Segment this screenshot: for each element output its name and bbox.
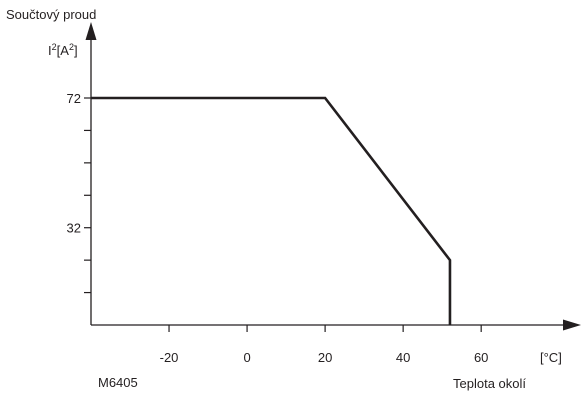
x-tick-label: -20	[160, 350, 179, 365]
series	[91, 96, 452, 325]
y-tick-label: 72	[67, 91, 81, 106]
chart-title: Součtový proud	[6, 7, 96, 22]
x-axis-label: Teplota okolí	[453, 376, 526, 391]
x-tick-label: 40	[396, 350, 410, 365]
y-axis-label: I2[A2]	[48, 42, 78, 58]
ticks: -20 0 20 40 60 72 32	[67, 91, 489, 365]
x-tick-label: 0	[243, 350, 250, 365]
x-tick-label: 20	[318, 350, 332, 365]
x-axis-arrow	[563, 319, 581, 331]
figure-id: M6405	[98, 375, 138, 390]
y-tick-label: 32	[67, 221, 81, 236]
x-axis-unit: [°C]	[540, 350, 562, 365]
series-line	[91, 96, 452, 325]
x-tick-label: 60	[474, 350, 488, 365]
y-axis-arrow	[85, 22, 97, 40]
